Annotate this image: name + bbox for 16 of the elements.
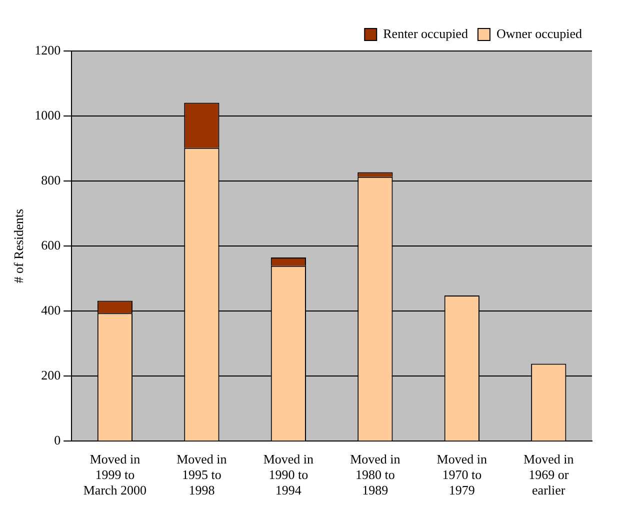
x-tick-label: Moved in 1995 to 1998 xyxy=(176,451,228,498)
y-tick-label: 1000 xyxy=(34,107,61,122)
y-tick-label: 0 xyxy=(54,432,61,448)
y-tick-label: 1200 xyxy=(34,42,61,58)
y-tick-label: 800 xyxy=(41,172,61,188)
x-tick-label: Moved in 1969 or earlier xyxy=(524,451,574,498)
x-tick-label: Moved in 1999 to March 2000 xyxy=(83,451,147,498)
x-tick-label: Moved in 1990 to 1994 xyxy=(263,451,314,498)
x-tick-label: Moved in 1980 to 1989 xyxy=(350,451,401,498)
legend-label: Owner occupied xyxy=(496,26,582,41)
legend-label: Renter occupied xyxy=(383,26,468,41)
y-tick-label: 400 xyxy=(41,302,61,318)
x-tick-label: Moved in 1970 to 1979 xyxy=(436,451,488,498)
y-tick-label: 200 xyxy=(41,368,61,383)
y-axis-title: # of Residents xyxy=(11,208,26,284)
y-tick-label: 600 xyxy=(41,238,61,253)
